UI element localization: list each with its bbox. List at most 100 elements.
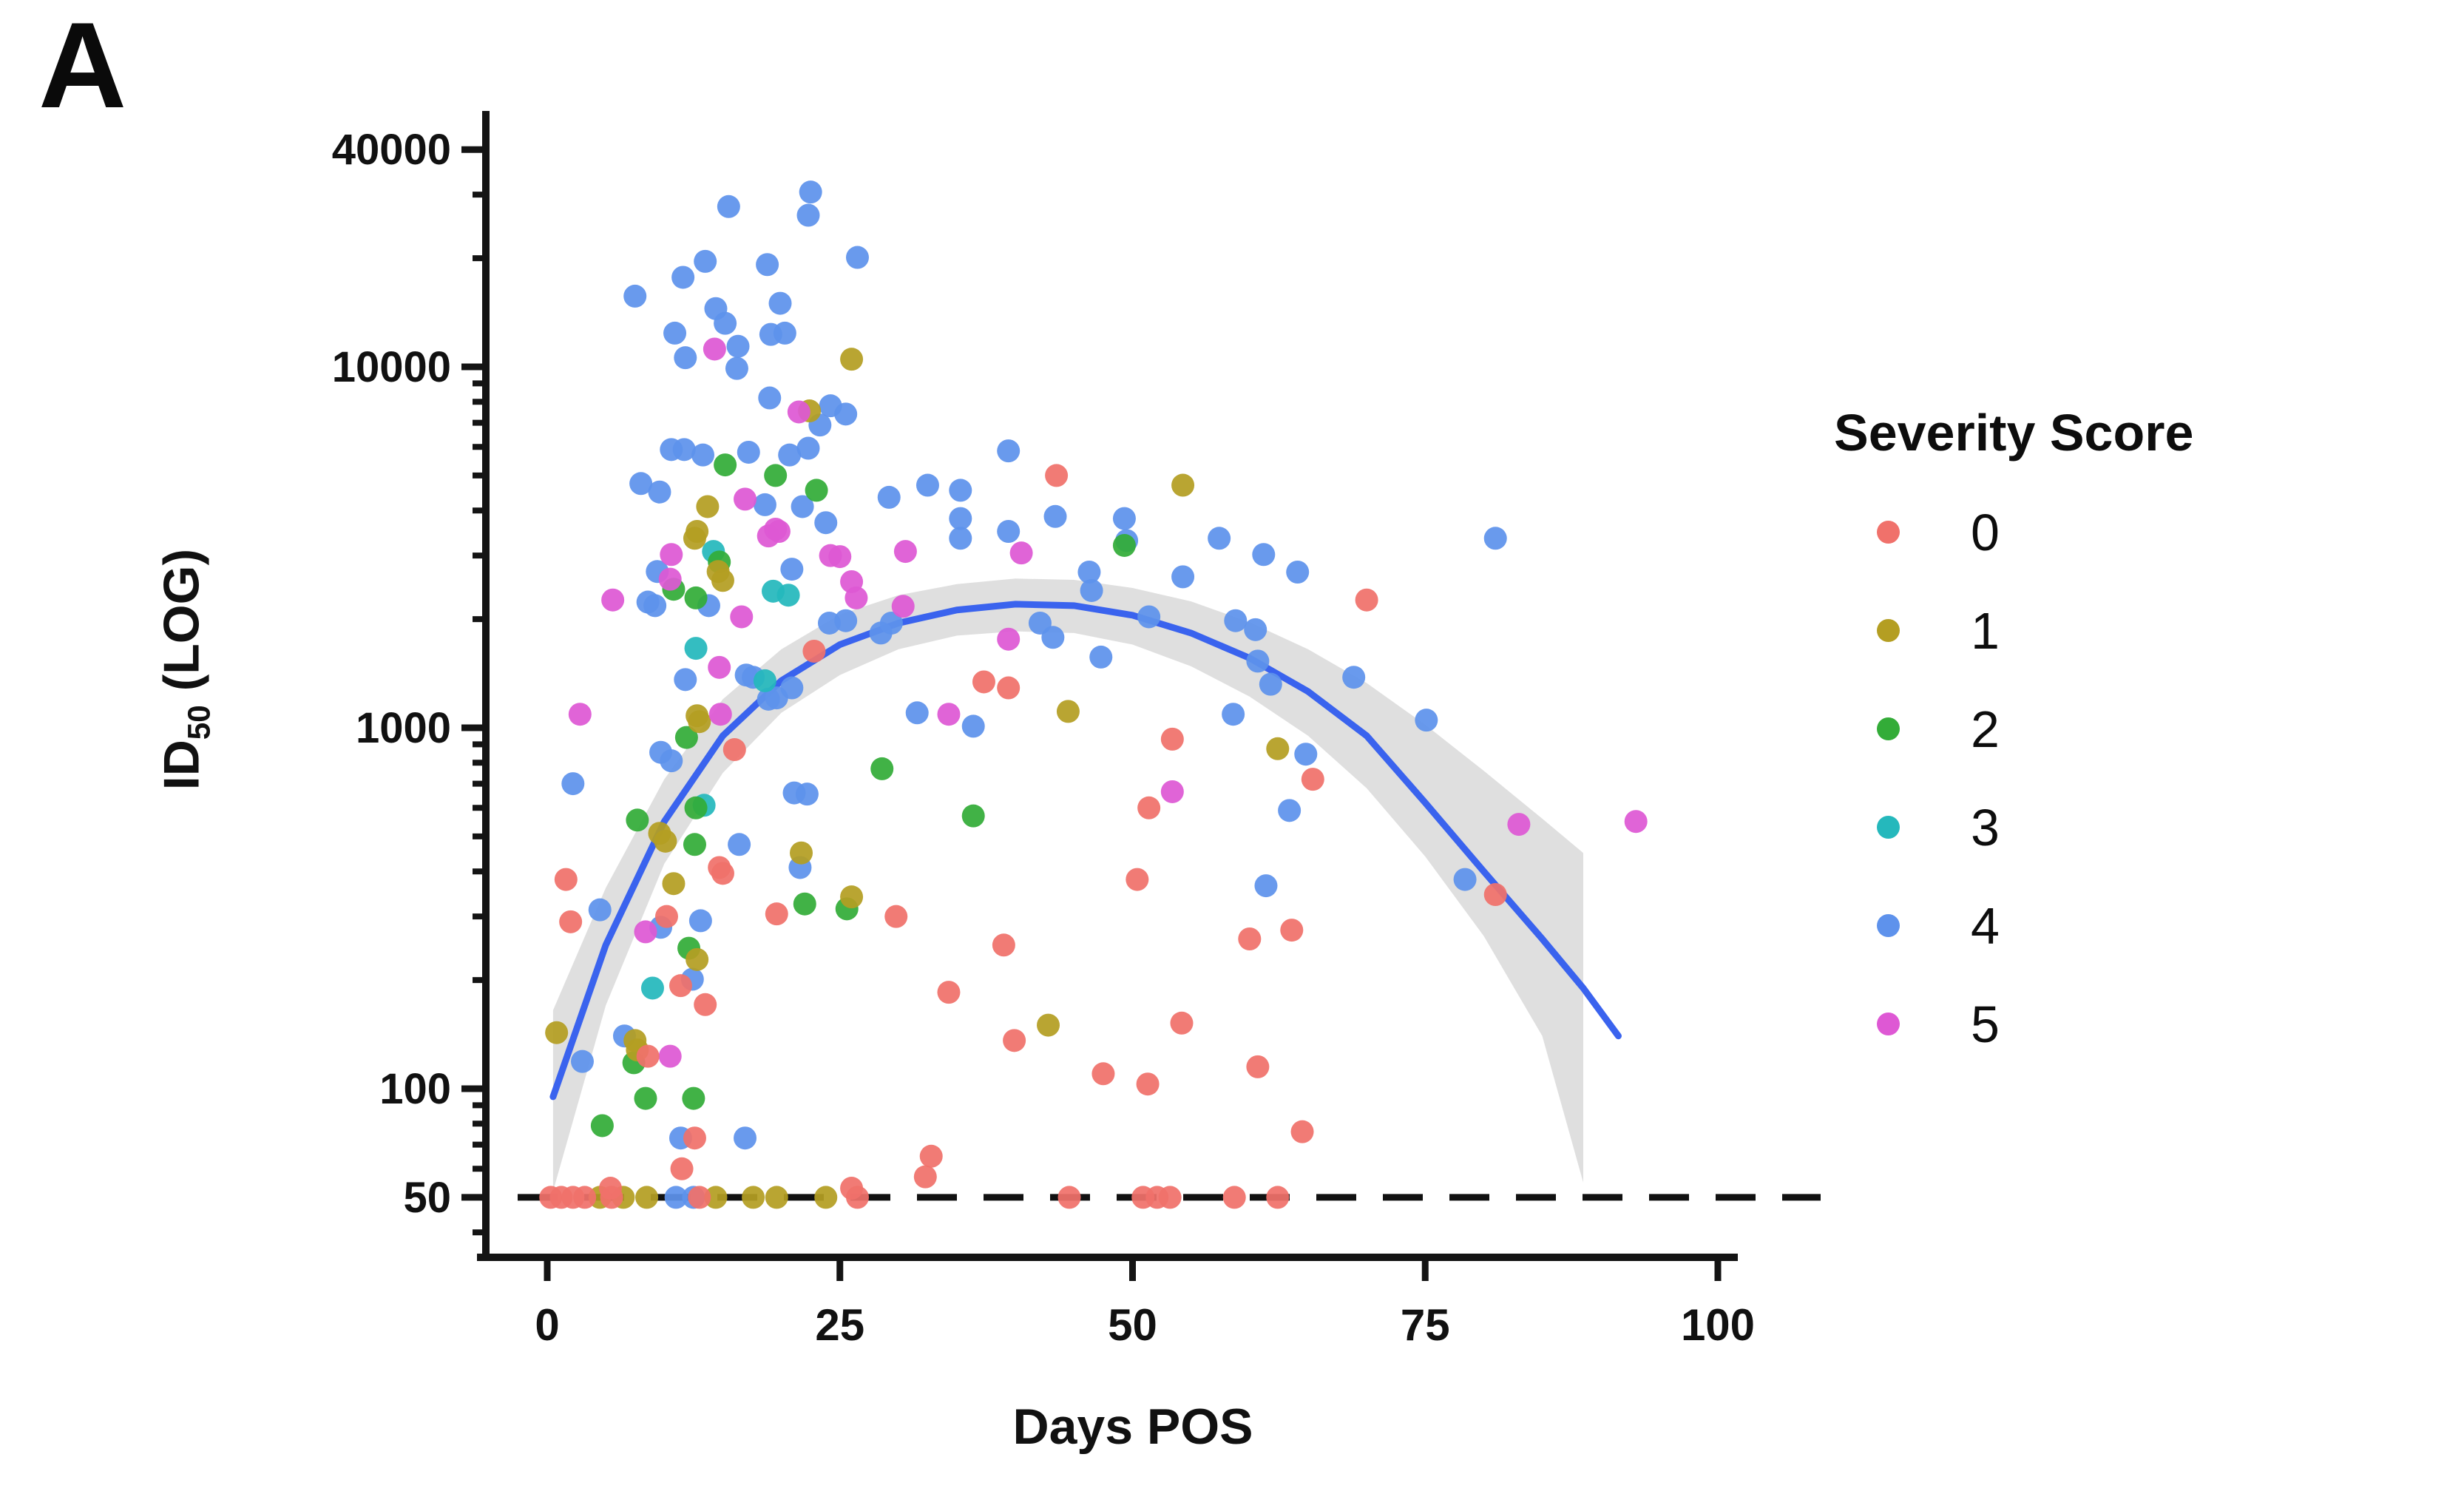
legend-rows: 0 1 2 3 4 5 xyxy=(1834,483,2193,1073)
data-point-severity-1 xyxy=(790,841,813,865)
data-point-severity-0 xyxy=(1003,1029,1026,1052)
data-point-severity-5 xyxy=(997,627,1021,651)
legend-item-label: 3 xyxy=(1971,798,2000,856)
data-point-severity-4 xyxy=(1080,578,1103,602)
y-axis-title-main: ID xyxy=(153,740,210,791)
data-point-severity-5 xyxy=(1009,541,1033,565)
trend-line xyxy=(549,601,1622,1101)
data-point-severity-0 xyxy=(1136,1072,1160,1096)
legend-item-label: 0 xyxy=(1971,503,2000,561)
data-point-severity-5 xyxy=(893,540,917,564)
data-point-severity-4 xyxy=(1112,507,1136,530)
data-point-severity-0 xyxy=(1483,883,1507,907)
data-point-severity-4 xyxy=(1342,666,1366,689)
legend-item-label: 5 xyxy=(1971,995,2000,1053)
data-point-severity-0 xyxy=(573,1186,597,1209)
data-point-severity-2 xyxy=(764,464,788,487)
data-point-severity-0 xyxy=(1170,1011,1194,1035)
legend-title: Severity Score xyxy=(1834,404,2194,462)
data-point-severity-1 xyxy=(1056,700,1080,723)
data-point-severity-4 xyxy=(1089,645,1113,669)
data-point-severity-4 xyxy=(674,668,697,692)
data-point-severity-4 xyxy=(778,443,802,467)
data-point-severity-0 xyxy=(884,905,908,928)
data-point-severity-3 xyxy=(753,669,776,692)
legend-item-4: 4 xyxy=(1834,876,2193,975)
data-point-severity-4 xyxy=(588,898,612,922)
data-point-severity-1 xyxy=(545,1021,569,1044)
data-point-severity-5 xyxy=(1160,780,1184,803)
data-point-severity-4 xyxy=(1041,626,1065,649)
data-point-severity-4 xyxy=(791,495,814,518)
data-point-severity-1 xyxy=(1037,1013,1060,1037)
data-point-severity-4 xyxy=(753,493,776,516)
data-point-severity-1 xyxy=(765,1186,788,1209)
data-point-severity-0 xyxy=(1126,868,1149,891)
data-point-severity-4 xyxy=(671,266,695,289)
data-point-severity-4 xyxy=(694,249,717,273)
y-tick-label: 40000 xyxy=(332,126,451,174)
data-point-severity-5 xyxy=(601,588,625,612)
data-point-severity-5 xyxy=(787,400,810,424)
data-point-severity-0 xyxy=(1222,1186,1246,1209)
data-point-severity-4 xyxy=(1278,799,1302,822)
data-point-severity-0 xyxy=(694,993,717,1016)
data-point-severity-4 xyxy=(561,772,585,796)
data-point-severity-4 xyxy=(961,714,985,738)
legend-item-label: 4 xyxy=(1971,896,2000,955)
data-point-severity-2 xyxy=(674,726,698,749)
data-point-severity-1 xyxy=(840,348,864,371)
legend-item-label: 1 xyxy=(1971,601,2000,660)
data-point-severity-4 xyxy=(1415,709,1438,732)
data-point-severity-4 xyxy=(725,356,748,380)
data-point-severity-4 xyxy=(949,527,972,550)
data-point-severity-0 xyxy=(765,902,788,926)
data-point-severity-4 xyxy=(768,291,792,315)
data-point-severity-0 xyxy=(1045,464,1069,487)
data-point-severity-1 xyxy=(711,569,734,592)
data-point-severity-4 xyxy=(629,472,653,496)
data-point-severity-5 xyxy=(634,920,657,944)
data-point-severity-0 xyxy=(992,933,1015,957)
data-point-severity-5 xyxy=(1624,810,1648,834)
data-point-severity-1 xyxy=(814,1186,838,1209)
data-point-severity-2 xyxy=(626,808,649,832)
y-tick-label: 50 xyxy=(403,1174,451,1222)
data-point-severity-4 xyxy=(648,480,671,504)
data-point-severity-0 xyxy=(1057,1186,1081,1209)
data-point-severity-3 xyxy=(776,584,800,607)
data-point-severity-0 xyxy=(937,981,961,1004)
legend-item-label: 2 xyxy=(1971,700,2000,758)
data-point-severity-0 xyxy=(711,862,734,885)
data-point-severity-4 xyxy=(796,436,820,460)
panel-label: A xyxy=(38,0,127,133)
data-point-severity-1 xyxy=(704,1186,728,1209)
y-tick-label: 100 xyxy=(379,1065,451,1113)
data-point-severity-4 xyxy=(834,609,858,632)
data-point-severity-5 xyxy=(1507,813,1531,836)
data-point-severity-4 xyxy=(688,909,712,933)
data-point-severity-0 xyxy=(913,1165,937,1189)
legend: Severity Score 0 1 2 3 4 5 xyxy=(1834,403,2193,1073)
data-point-severity-4 xyxy=(664,1186,688,1209)
data-point-severity-5 xyxy=(658,567,682,591)
data-point-severity-1 xyxy=(688,710,711,734)
x-tick-label: 75 xyxy=(1401,1300,1450,1350)
data-point-severity-4 xyxy=(691,443,715,467)
legend-dot-icon xyxy=(1877,914,1900,937)
data-point-severity-3 xyxy=(684,637,708,660)
data-point-severity-4 xyxy=(1483,527,1507,550)
x-axis-title: Days POS xyxy=(1012,1399,1253,1455)
data-point-severity-4 xyxy=(1171,565,1195,589)
data-point-severity-0 xyxy=(997,676,1021,700)
legend-dot-icon xyxy=(1877,816,1900,839)
data-point-severity-4 xyxy=(1137,605,1161,629)
confidence-band xyxy=(552,578,1583,1192)
data-point-severity-5 xyxy=(708,655,731,679)
data-point-severity-5 xyxy=(568,703,592,726)
data-point-severity-1 xyxy=(686,947,709,971)
data-point-severity-4 xyxy=(1252,543,1276,567)
scatter-points xyxy=(539,180,1648,1209)
data-point-severity-2 xyxy=(634,1086,657,1110)
data-point-severity-4 xyxy=(623,284,647,308)
